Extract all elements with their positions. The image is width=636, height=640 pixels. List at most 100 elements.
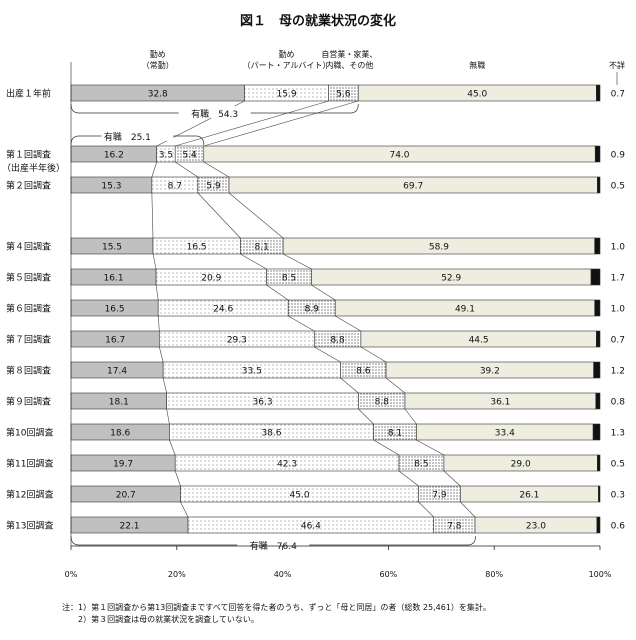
data-label: 29.3 — [227, 335, 247, 345]
series-header: 内職、その他 — [325, 60, 373, 70]
connector-line — [460, 501, 476, 518]
data-label: 5.6 — [336, 89, 351, 99]
data-label: 1.0 — [611, 242, 626, 252]
data-label: 58.9 — [429, 242, 449, 252]
bar-segment — [592, 423, 601, 441]
connector-line — [197, 192, 241, 239]
x-tick-label: 0% — [65, 570, 78, 579]
connector-line — [203, 161, 230, 178]
data-label: 45.0 — [290, 490, 310, 500]
category-label: 第８回調査 — [6, 364, 51, 376]
data-label: 38.6 — [261, 428, 281, 438]
bar-segment — [593, 361, 601, 379]
data-label: 32.8 — [148, 89, 168, 99]
series-header: 勤め — [279, 49, 295, 59]
connector-line — [418, 501, 434, 518]
category-label: 第７回調査 — [6, 333, 51, 345]
data-label: 52.9 — [441, 273, 461, 283]
data-label: 45.0 — [467, 89, 487, 99]
x-tick-label: 20% — [168, 570, 186, 579]
bar-segment — [595, 392, 601, 410]
data-label: 8.1 — [388, 428, 402, 438]
data-label: 0.6 — [611, 521, 626, 531]
category-label: 第12回調査 — [6, 488, 53, 500]
series-header: 勤め — [150, 49, 166, 59]
series-header: 無職 — [469, 60, 485, 70]
data-label: 3.5 — [159, 150, 173, 160]
connector-line — [180, 501, 189, 518]
connector-line — [157, 315, 160, 332]
data-label: 8.5 — [282, 273, 296, 283]
bar-segment — [597, 454, 601, 472]
data-label: 18.1 — [109, 397, 129, 407]
connector-line — [360, 346, 387, 363]
footnote-2: 2）第３回調査は母の就業状況を調査していない。 — [62, 615, 259, 624]
data-label: 8.5 — [414, 459, 428, 469]
connector-line — [151, 192, 154, 239]
bar-segment — [596, 516, 601, 534]
data-label: 0.5 — [611, 181, 625, 191]
data-label: 69.7 — [403, 181, 423, 191]
category-label: 第９回調査 — [6, 395, 51, 407]
series-header: （パート・アルバイト） — [243, 61, 331, 70]
data-label: 33.5 — [242, 366, 262, 376]
bar-segment — [597, 176, 601, 194]
data-label: 16.7 — [105, 335, 125, 345]
brace-label-bg — [178, 106, 251, 118]
data-label: 36.3 — [253, 397, 273, 407]
connector-line — [266, 284, 289, 301]
data-label: 16.1 — [104, 273, 124, 283]
data-label: 24.6 — [213, 304, 233, 314]
footnote-1: 注：1）第１回調査から第13回調査まですべて回答を得た者のうち、ずっと「母と同居… — [62, 603, 491, 612]
category-label: 第４回調査 — [6, 240, 51, 252]
connector-line — [174, 470, 181, 487]
category-label: 第２回調査 — [6, 179, 51, 191]
data-label: 0.7 — [611, 335, 625, 345]
data-label: 8.7 — [168, 181, 182, 191]
connector-line — [166, 408, 170, 425]
data-label: 0.8 — [611, 397, 626, 407]
data-label: 26.1 — [519, 490, 539, 500]
connector-line — [240, 253, 267, 270]
connector-line — [288, 315, 315, 332]
category-label: 第６回調査 — [6, 302, 51, 314]
data-label: 22.1 — [119, 521, 139, 531]
connector-line — [155, 284, 159, 301]
data-label: 8.8 — [375, 397, 390, 407]
data-label: 0.9 — [611, 150, 626, 160]
data-label: 39.2 — [480, 366, 500, 376]
category-label: 第13回調査 — [6, 519, 53, 531]
data-label: 49.1 — [455, 304, 475, 314]
data-label: 20.9 — [201, 273, 221, 283]
data-label: 0.7 — [611, 89, 625, 99]
bar-segment — [595, 84, 601, 102]
data-label: 1.3 — [611, 428, 625, 438]
category-label: 第５回調査 — [6, 271, 51, 283]
bar-segment — [595, 330, 601, 348]
connector-line — [373, 439, 400, 456]
bar-segment — [594, 299, 601, 317]
bar-segment — [594, 237, 601, 255]
data-label: 23.0 — [526, 521, 546, 531]
data-label: 5.9 — [206, 181, 221, 191]
category-label: 第11回調査 — [6, 457, 53, 469]
data-label: 15.9 — [277, 89, 297, 99]
category-label: 出産１年前 — [6, 87, 51, 99]
connector-line — [340, 377, 359, 394]
connector-line — [228, 192, 284, 239]
connector-line — [398, 470, 419, 487]
data-label: 19.7 — [113, 459, 133, 469]
data-label: 74.0 — [389, 150, 409, 160]
connector-line — [175, 100, 329, 147]
connector-line — [151, 161, 157, 178]
connector-line — [162, 377, 167, 394]
connector-line — [152, 253, 157, 270]
data-label: 33.4 — [495, 428, 515, 438]
data-label: 29.0 — [511, 459, 531, 469]
data-label: 18.6 — [110, 428, 130, 438]
series-header: 不詳 — [609, 60, 625, 70]
data-label: 7.8 — [447, 521, 462, 531]
data-label: 16.5 — [105, 304, 125, 314]
series-header: 自営業・家業、 — [321, 49, 377, 59]
